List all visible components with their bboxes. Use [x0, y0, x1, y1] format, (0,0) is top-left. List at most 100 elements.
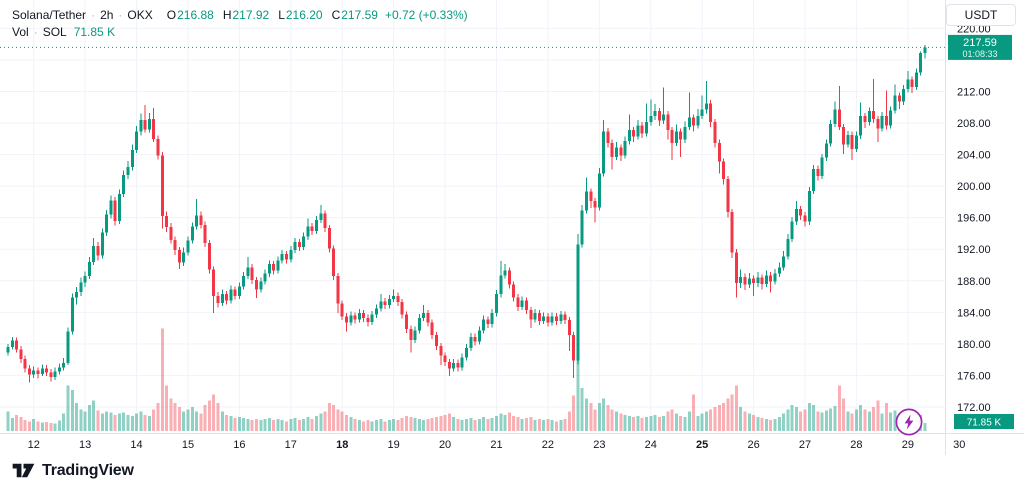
flash-boost-icon[interactable] [894, 407, 924, 437]
volume-bar [867, 411, 871, 431]
volume-bar [336, 409, 340, 431]
volume-bar [152, 409, 156, 431]
volume-bar [662, 415, 666, 431]
candle-body [602, 131, 606, 174]
volume-bar [199, 413, 203, 431]
volume-bar [619, 413, 623, 431]
candle-body [302, 236, 306, 247]
price-scale[interactable]: 220.00 212.00 208.00 204.00 200.00 196.00 192.… [946, 0, 1024, 433]
candle-body [36, 370, 40, 374]
volume-bar [70, 389, 74, 431]
candle-body [559, 314, 563, 322]
volume-bar [147, 415, 151, 431]
volume-bar [62, 413, 66, 431]
candle-body [79, 282, 83, 292]
volume-bar [752, 414, 756, 431]
volume-bar [122, 412, 126, 431]
candle-body [280, 253, 284, 261]
volume-bar [362, 421, 366, 431]
candle-body [919, 52, 923, 73]
volume-bar [169, 398, 173, 431]
volume-bar [790, 405, 794, 431]
low-label: L [278, 8, 285, 22]
candle-body [379, 301, 383, 309]
volume-bar [237, 416, 241, 431]
candle-body [53, 371, 57, 378]
exchange-label[interactable]: OKX [127, 8, 153, 22]
candle-body [237, 286, 241, 296]
time-tick-label: 20 [439, 439, 451, 451]
volume-bar [285, 421, 289, 431]
candle-body [859, 115, 863, 136]
price-tick-label: 172.00 [957, 402, 991, 414]
volume-bar [422, 420, 426, 431]
volume-bar [550, 420, 554, 431]
price-tick-label: 176.00 [957, 370, 991, 382]
volume-bar [319, 413, 323, 431]
volume-bar [503, 414, 507, 431]
time-scale[interactable]: 12 13 14 15 16 17 18 19 20 21 22 23 24 25 26 27 28 29 30 [0, 434, 1024, 456]
candle-body [537, 313, 541, 322]
volume-bar [36, 421, 40, 431]
candle-body [726, 179, 730, 213]
volume-bar [302, 419, 306, 431]
candle-body [443, 355, 447, 363]
volume-bar [96, 410, 100, 431]
volume-bar [92, 400, 96, 431]
volume-bar [79, 409, 83, 431]
volume-bar [572, 395, 576, 431]
volume-bar [267, 418, 271, 431]
volume-bar [820, 412, 824, 431]
candle-body [109, 200, 113, 215]
interval-label[interactable]: 2h [100, 8, 114, 22]
candle-body [563, 314, 567, 321]
volume-bar [559, 420, 563, 431]
volume-bar [524, 418, 528, 431]
volume-bar [554, 421, 558, 431]
candle-body [614, 147, 618, 157]
volume-bar [563, 419, 567, 431]
candle-body [152, 119, 156, 139]
volume-bar [246, 419, 250, 431]
volume-bar [10, 418, 14, 431]
volume-bar [722, 402, 726, 431]
volume-bar [546, 419, 550, 431]
tradingview-attribution[interactable]: TradingView [11, 461, 134, 480]
time-tick-label: 23 [593, 439, 605, 451]
volume-bar [893, 410, 897, 431]
candle-body [96, 246, 100, 256]
time-tick-label: 25 [696, 439, 708, 451]
volume-bar [717, 405, 721, 431]
volume-bar [310, 419, 314, 431]
tradingview-logo-icon [12, 463, 35, 478]
symbol-title[interactable]: Solana/Tether [12, 8, 87, 22]
volume-symbol: SOL [42, 25, 67, 39]
low-value: 216.20 [285, 8, 323, 22]
volume-bar [452, 416, 456, 431]
candle-body [392, 295, 396, 299]
volume-bar [186, 409, 190, 431]
volume-bar [923, 423, 927, 431]
candle-body [507, 270, 511, 285]
price-tick-label: 208.00 [957, 118, 991, 130]
candle-body [790, 221, 794, 239]
volume-bar [602, 398, 606, 431]
candle-body [516, 297, 520, 307]
currency-unit-button[interactable]: USDT [946, 4, 1016, 26]
volume-bar [812, 405, 816, 431]
volume-label: Vol [12, 25, 29, 39]
volume-bar [880, 413, 884, 431]
volume-bar [636, 415, 640, 431]
volume-bar [53, 423, 57, 431]
candle-body [323, 213, 327, 228]
volume-bar [872, 407, 876, 431]
candle-body [370, 314, 374, 322]
volume-bar [597, 402, 601, 431]
candle-body [880, 115, 884, 129]
volume-bar [306, 416, 310, 431]
candle-body [503, 270, 507, 276]
volume-bar [674, 413, 678, 431]
volume-bar [854, 409, 858, 431]
candle-body [473, 336, 477, 342]
